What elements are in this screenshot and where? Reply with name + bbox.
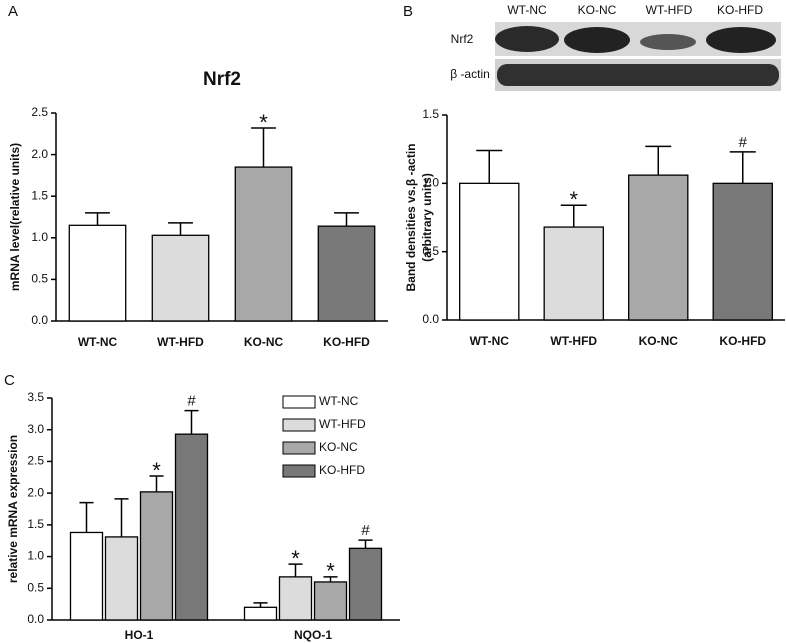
error-bar <box>358 539 373 549</box>
y-tick-label: 2.0 <box>27 485 44 499</box>
lane-label: WT-NC <box>507 3 547 17</box>
x-tick-label: HO-1 <box>125 628 154 642</box>
error-bar <box>560 204 587 228</box>
band <box>640 34 696 50</box>
lane-label: KO-NC <box>578 3 617 17</box>
x-tick-label: WT-NC <box>78 335 118 349</box>
error-bar <box>288 563 303 577</box>
band <box>495 26 559 52</box>
y-tick-label: 1.5 <box>27 517 44 531</box>
significance-marker: * <box>569 187 578 212</box>
legend-swatch <box>282 395 316 409</box>
x-tick-label: WT-HFD <box>157 335 204 349</box>
bar <box>628 174 689 321</box>
bar <box>348 547 383 621</box>
x-tick-label: KO-NC <box>639 334 679 348</box>
y-tick-label: 0.5 <box>31 272 48 286</box>
bar <box>104 536 139 621</box>
bar <box>459 182 520 321</box>
significance-marker: * <box>326 559 335 584</box>
y-axis-label: Band densities vs.β -actin <box>404 143 418 291</box>
bar <box>69 531 104 621</box>
significance-marker: # <box>187 393 196 410</box>
panel-label: A <box>8 3 18 20</box>
error-bar <box>476 149 503 184</box>
bar <box>543 226 604 321</box>
band <box>706 27 776 53</box>
bar <box>174 433 209 621</box>
legend-label: KO-NC <box>319 440 358 454</box>
y-tick-label: 2.5 <box>31 105 48 119</box>
legend-label: WT-NC <box>319 394 359 408</box>
x-tick-label: WT-HFD <box>550 334 597 348</box>
y-tick-label: 0.0 <box>31 313 48 327</box>
y-tick-label: 2.0 <box>31 147 48 161</box>
row-label: Nrf2 <box>451 32 474 46</box>
error-bar <box>149 475 164 492</box>
error-bar <box>168 222 193 236</box>
row-label: β -actin <box>450 67 490 81</box>
lane-label: KO-HFD <box>717 3 763 17</box>
significance-marker: * <box>291 546 300 571</box>
x-tick-label: KO-HFD <box>719 334 766 348</box>
bar <box>234 166 293 322</box>
y-tick-label: 1.5 <box>422 107 439 121</box>
error-bar <box>184 409 199 435</box>
significance-marker: * <box>259 110 268 135</box>
y-tick-label: 3.0 <box>27 422 44 436</box>
y-axis-label: (arbitrary units) <box>420 173 434 262</box>
significance-marker: # <box>739 134 748 151</box>
x-tick-label: WT-NC <box>470 334 510 348</box>
y-tick-label: 0.5 <box>27 580 44 594</box>
significance-marker: # <box>361 522 370 539</box>
error-bar <box>334 212 359 227</box>
bar <box>317 225 376 322</box>
western-blot: WT-NC KO-NC WT-HFD KO-HFD Nrf2 β -actin <box>450 3 781 91</box>
x-tick-label: NQO-1 <box>294 628 332 642</box>
panel-label: C <box>4 372 15 389</box>
y-tick-label: 1.5 <box>31 188 48 202</box>
error-bar <box>79 501 94 533</box>
y-tick-label: 3.5 <box>27 390 44 404</box>
lane-label: WT-HFD <box>646 3 693 17</box>
bar <box>712 182 773 321</box>
error-bar <box>251 127 276 168</box>
error-bar <box>253 602 268 608</box>
chart-title: Nrf2 <box>203 69 241 90</box>
y-tick-label: 0.0 <box>27 612 44 626</box>
band <box>497 64 779 86</box>
band <box>564 27 630 53</box>
legend-label: KO-HFD <box>319 463 365 477</box>
bar <box>139 491 174 621</box>
y-tick-label: 1.0 <box>422 176 439 190</box>
y-axis-label: relative mRNA expression <box>6 435 20 583</box>
y-tick-label: 1.0 <box>31 230 48 244</box>
bar <box>278 576 313 621</box>
legend-swatch <box>282 464 316 478</box>
error-bar <box>85 212 110 226</box>
y-tick-label: 1.0 <box>27 549 44 563</box>
x-tick-label: KO-NC <box>244 335 284 349</box>
bar <box>313 581 348 621</box>
panel-label: B <box>403 3 413 20</box>
bar <box>151 234 210 322</box>
error-bar <box>323 576 338 582</box>
error-bar <box>114 498 129 537</box>
y-tick-label: 0.5 <box>422 244 439 258</box>
y-axis-label: mRNA level(relative units) <box>8 143 22 291</box>
bar <box>68 224 127 322</box>
significance-marker: * <box>152 458 161 483</box>
legend-swatch <box>282 441 316 455</box>
bar <box>243 606 278 621</box>
legend-swatch <box>282 418 316 432</box>
y-tick-label: 2.5 <box>27 454 44 468</box>
x-tick-label: KO-HFD <box>323 335 370 349</box>
legend-label: WT-HFD <box>319 417 366 431</box>
error-bar <box>729 151 756 184</box>
error-bar <box>645 145 672 176</box>
y-tick-label: 0.0 <box>422 312 439 326</box>
